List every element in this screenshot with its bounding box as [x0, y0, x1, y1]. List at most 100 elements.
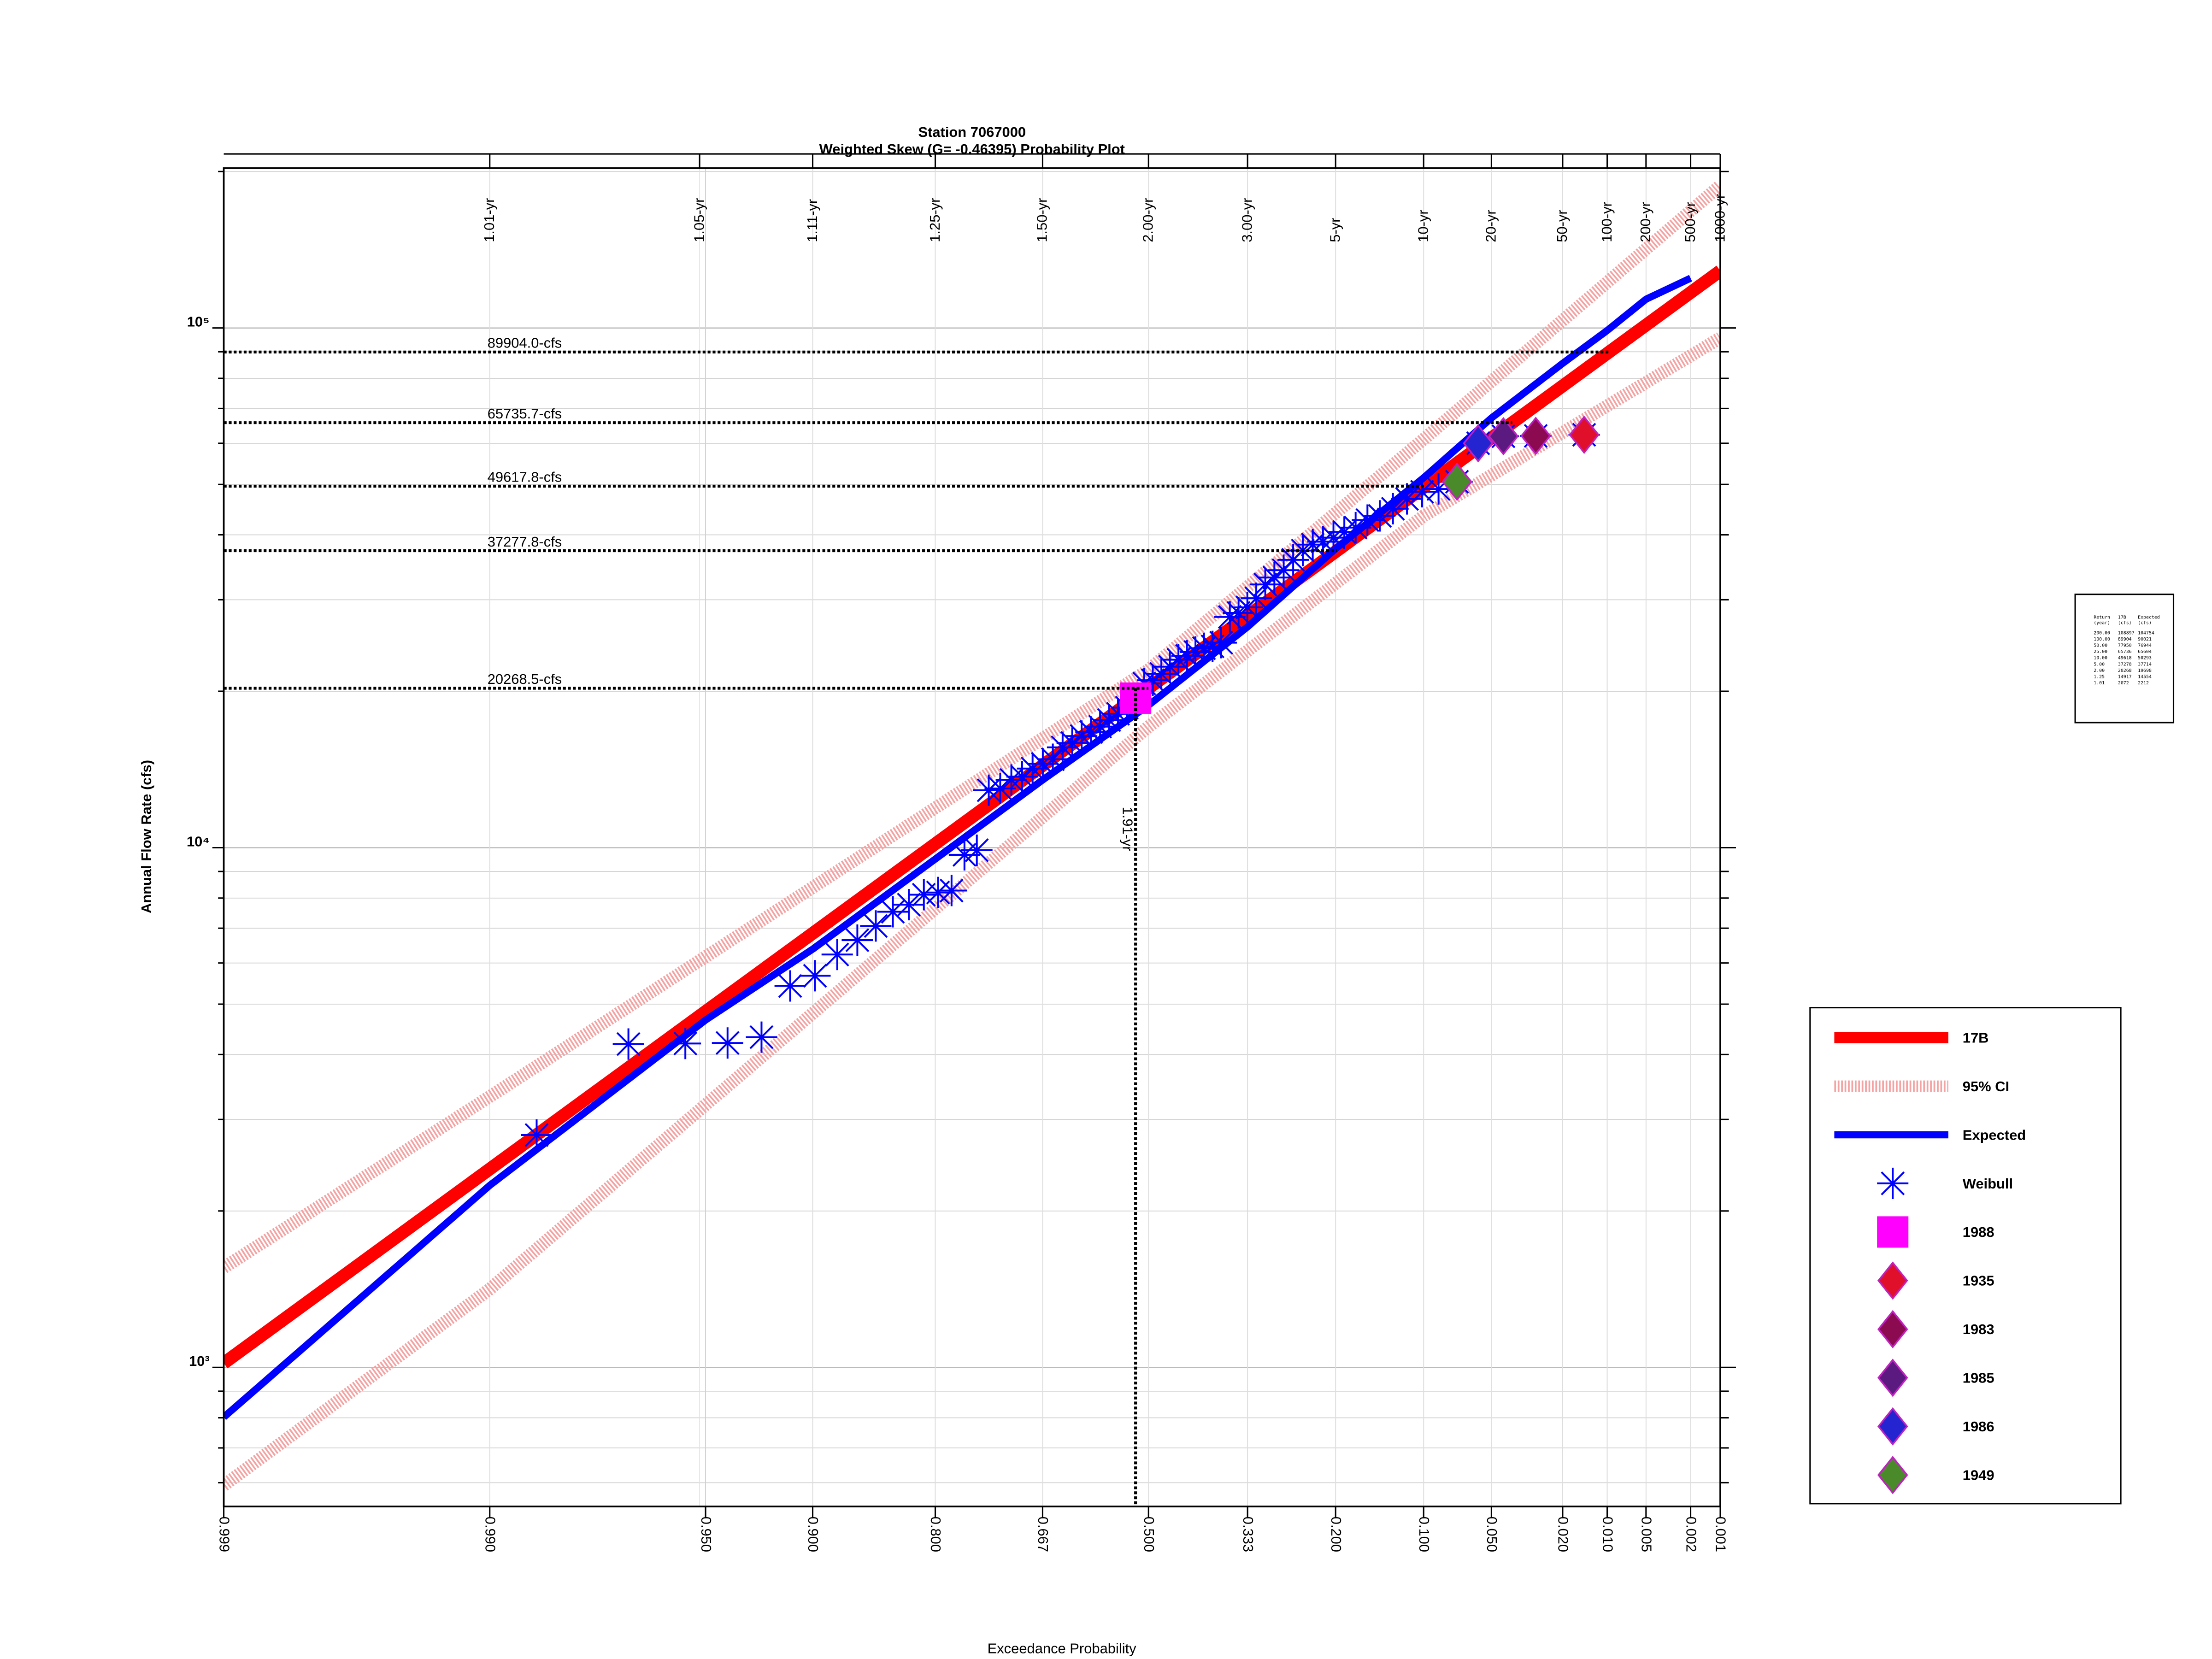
table-cell: 14554: [2138, 675, 2152, 680]
diamond-point: [1488, 417, 1519, 456]
table-units: (year): [2094, 621, 2110, 626]
weibull-point: [1352, 504, 1383, 536]
weibull-point: [1037, 743, 1069, 775]
diamond-point: [1569, 415, 1600, 454]
table-cell: 90021: [2138, 637, 2152, 642]
weibull-point: [1231, 592, 1263, 624]
weibull-point: [841, 924, 873, 956]
x-tick-label: 0.002: [1683, 1517, 1699, 1552]
weibull-point: [521, 1119, 553, 1151]
summary-table: Return 17B Expected (year) (cfs) (cfs) 200.00 1…: [2074, 594, 2175, 724]
weibull-point: [670, 1028, 701, 1059]
weibull-point: [908, 879, 940, 911]
weibull-point: [1146, 658, 1177, 690]
legend-swatch: [1877, 1261, 1908, 1300]
reference-label: 89904.0-cfs: [488, 335, 562, 351]
legend-label: 1985: [1963, 1370, 1994, 1386]
legend-label: 1983: [1963, 1321, 1994, 1337]
legend-label: 95% CI: [1963, 1078, 2009, 1094]
x-tick-label: 0.900: [805, 1517, 821, 1552]
weibull-point: [1214, 601, 1246, 633]
weibull-point: [746, 1021, 777, 1053]
table-cell: 200.00: [2094, 630, 2110, 635]
weibull-point: [1066, 720, 1098, 752]
weibull-point: [961, 834, 993, 866]
axes: 10³ 10⁴ 10⁵ 0.999 0.990 0.950 0.900 0.800 0.667 0…: [187, 153, 1736, 1552]
table-cell: 2212: [2138, 681, 2149, 686]
weibull-point: [984, 772, 1016, 805]
legend-swatch: [1877, 1216, 1909, 1248]
plot-border: [223, 167, 1721, 1507]
weibull-point: [973, 774, 1005, 806]
weibull-point: [1297, 529, 1329, 560]
fit-line: [224, 275, 1692, 1420]
return-period-label: 3.00-yr: [1239, 198, 1255, 242]
diamond-point: [1441, 462, 1472, 501]
diamond-point: [1463, 424, 1494, 463]
weibull-point: [1188, 632, 1220, 664]
x-tick-label: 0.950: [698, 1517, 714, 1552]
x-tick-label: 0.200: [1328, 1517, 1344, 1552]
reference-label: 37277.8-cfs: [488, 534, 562, 550]
y-tick-label: 10³: [189, 1353, 210, 1369]
table-cell: 104754: [2138, 630, 2154, 635]
return-period-label: 1.50-yr: [1034, 198, 1050, 242]
return-period-label: 1.11-yr: [804, 199, 820, 242]
weibull-point: [1180, 636, 1212, 668]
table-cell: 19698: [2138, 668, 2152, 673]
legend-swatch: [1877, 1456, 1908, 1494]
x-tick-label: 0.667: [1035, 1517, 1051, 1552]
table-header: Expected: [2138, 615, 2160, 620]
table-cell: 65736: [2118, 649, 2132, 654]
ci-upper-line: [224, 180, 1720, 1273]
x-tick-label: 0.990: [482, 1517, 498, 1552]
chart-subtitle: Weighted Skew (G= -0.46395) Probability …: [819, 141, 1125, 157]
return-period-label: 1.01-yr: [481, 198, 497, 242]
weibull-point: [1205, 627, 1237, 659]
x-tick-label: 0.010: [1600, 1517, 1616, 1552]
x-tick-label: 0.001: [1713, 1517, 1729, 1552]
table-cell: 76944: [2138, 643, 2152, 648]
table-box: [2074, 594, 2175, 724]
return-period-label: 20-yr: [1483, 210, 1499, 242]
table-cell: 65604: [2138, 649, 2152, 654]
return-period-label: 2.00-yr: [1140, 198, 1156, 242]
table-cell: 2.00: [2094, 668, 2105, 673]
weibull-point: [712, 1027, 743, 1059]
x-tick-label: 0.500: [1141, 1517, 1157, 1552]
weibull-point: [922, 877, 954, 908]
diamond-point: [1520, 417, 1551, 455]
x-tick-label: 0.005: [1639, 1517, 1655, 1552]
weibull-point: [799, 960, 831, 992]
legend-swatch: [1877, 1167, 1909, 1199]
table-cell: 1.01: [2094, 681, 2105, 686]
reference-label: 65735.7-cfs: [488, 406, 562, 422]
weibull-point: [995, 764, 1027, 796]
weibull-point: [1084, 711, 1116, 742]
weibull-point: [1017, 753, 1048, 784]
reference-label: 49617.8-cfs: [488, 469, 562, 485]
weibull-point: [1154, 651, 1186, 682]
table-cell: 20268: [2118, 668, 2132, 673]
legend-label: Expected: [1963, 1127, 2026, 1143]
table-cell: 37714: [2138, 662, 2152, 667]
grid: [223, 168, 1721, 1507]
weibull-point: [935, 875, 967, 906]
weibull-point: [1249, 569, 1281, 600]
legend-label: 1988: [1963, 1224, 1994, 1240]
return-period-label: 5-yr: [1327, 218, 1343, 242]
return-period-label: 1.05-yr: [691, 198, 707, 242]
weibull-point: [1406, 476, 1438, 508]
weibull-point: [1364, 500, 1396, 532]
table-cell: 89904: [2118, 637, 2132, 642]
weibull-point: [821, 939, 853, 971]
x-tick-label: 0.050: [1484, 1517, 1500, 1552]
weibull-point: [1163, 644, 1194, 676]
weibull-point: [1329, 516, 1360, 548]
weibull-point: [860, 910, 892, 942]
table-cell: 108897: [2118, 630, 2135, 635]
table-cell: 2072: [2118, 681, 2129, 686]
weibull-point: [1223, 597, 1254, 629]
